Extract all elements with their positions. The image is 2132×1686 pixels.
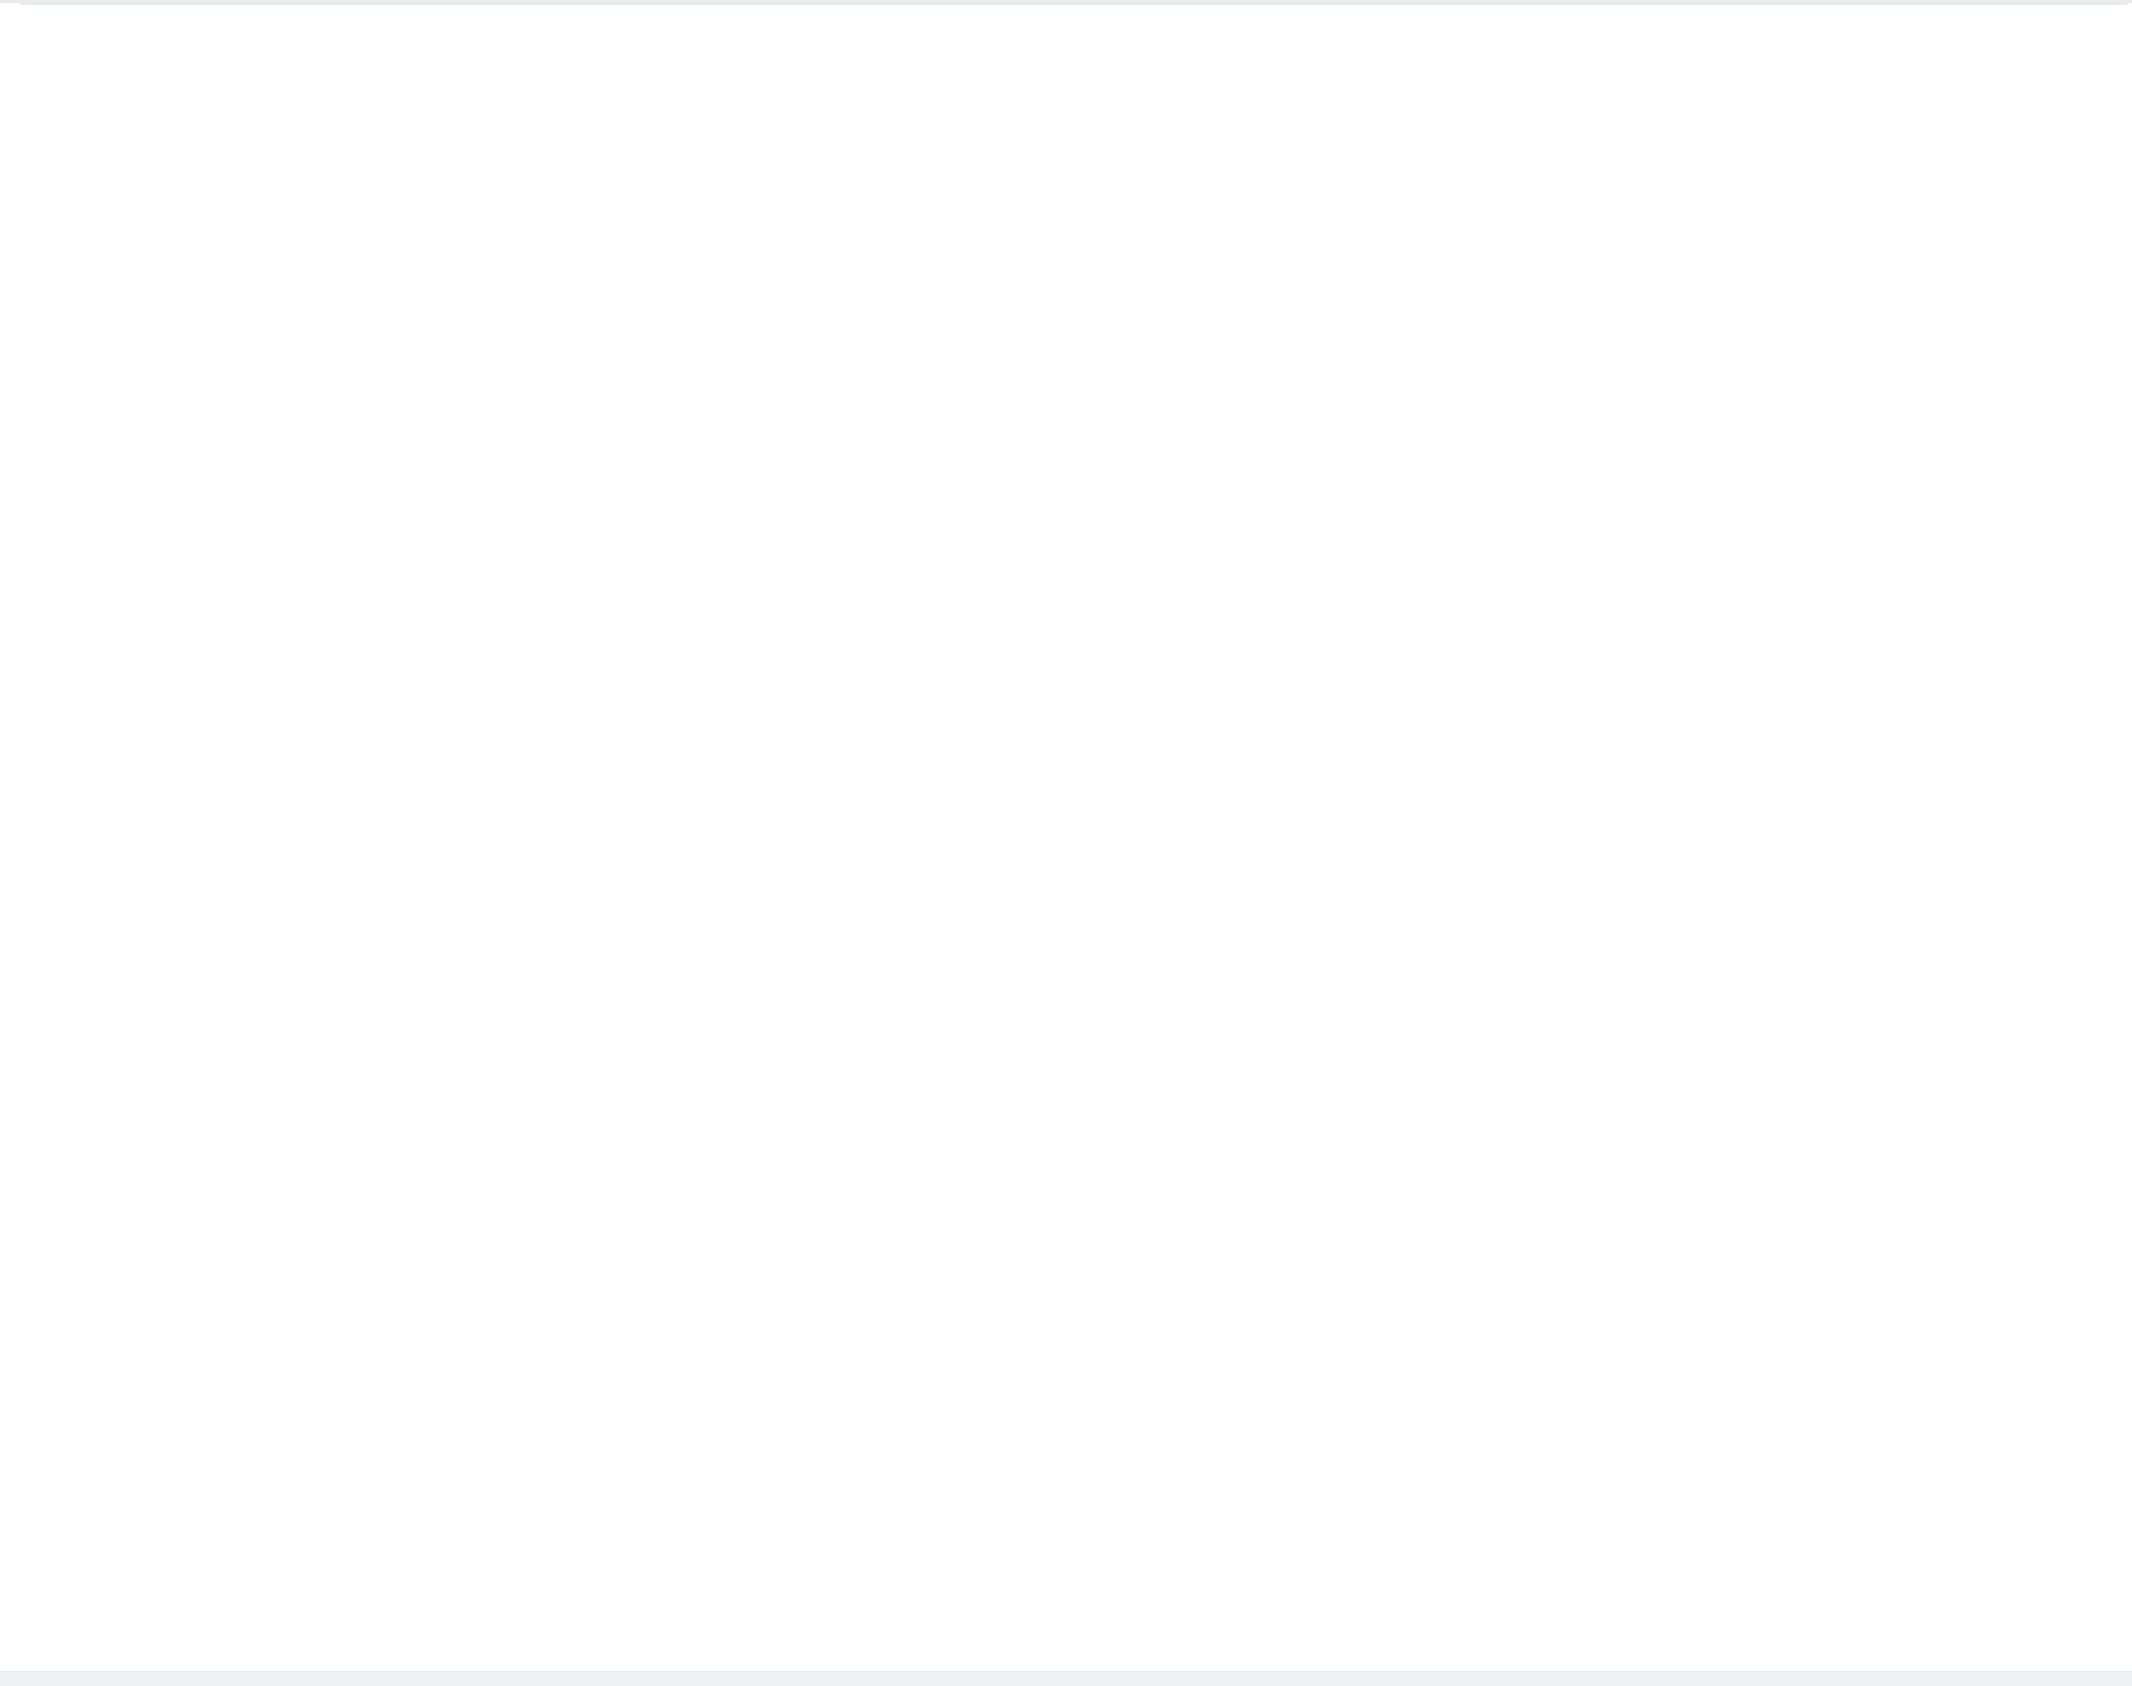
page-bottom-band	[0, 1671, 2132, 1686]
streaming-metrics-table	[20, 3, 2128, 5]
page-top-divider	[0, 0, 2132, 3]
